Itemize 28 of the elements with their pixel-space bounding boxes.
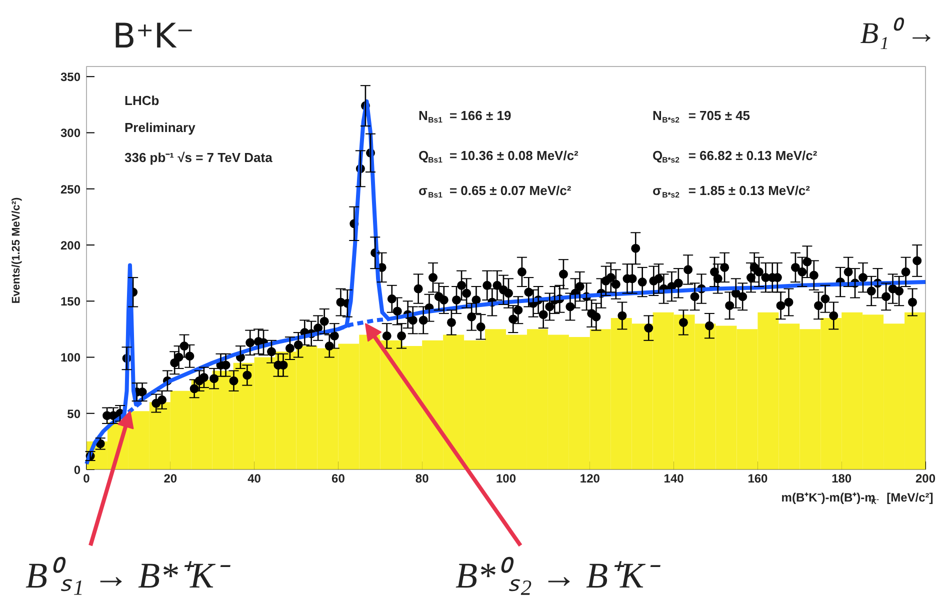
y-tick-label: 150 xyxy=(60,294,81,309)
x-tick-label: 60 xyxy=(332,472,346,486)
annotation: B*⁰ₛ₂ → B⁺K⁻ xyxy=(456,556,662,596)
x-tick-label: 20 xyxy=(164,472,178,486)
x-tick-label: 80 xyxy=(415,472,430,486)
annotation: B⁰ₛ₁ → B*⁺K⁻ xyxy=(26,556,232,596)
x-tick-label: 200 xyxy=(915,472,936,486)
y-tick-label: 50 xyxy=(67,406,81,421)
x-tick-label: 160 xyxy=(748,472,768,486)
x-tick-label: 100 xyxy=(496,472,516,486)
y-tick-label: 0 xyxy=(74,463,81,477)
x-tick-label: 0 xyxy=(83,472,90,486)
x-tick-label: 40 xyxy=(248,472,262,486)
y-tick-label: 200 xyxy=(60,238,81,252)
chart-title: B⁺K⁻ xyxy=(112,16,194,56)
y-tick-label: 350 xyxy=(60,70,81,84)
y-tick-label: 250 xyxy=(60,182,81,196)
y-axis-title: Events/(1.25 MeV/c²) xyxy=(10,196,22,304)
annotation: Preliminary xyxy=(124,120,196,135)
text: B₁⁰ → xyxy=(860,17,937,50)
y-tick-label: 300 xyxy=(60,126,81,140)
line-series xyxy=(336,317,391,332)
x-tick-label: 120 xyxy=(580,472,600,486)
y-tick-label: 100 xyxy=(60,350,81,365)
annotation: 336 pb⁻¹ √s = 7 TeV Data xyxy=(124,150,274,165)
annotation: LHCb xyxy=(124,93,160,108)
x-tick-label: 140 xyxy=(664,472,684,486)
x-tick-label: 180 xyxy=(832,472,852,486)
